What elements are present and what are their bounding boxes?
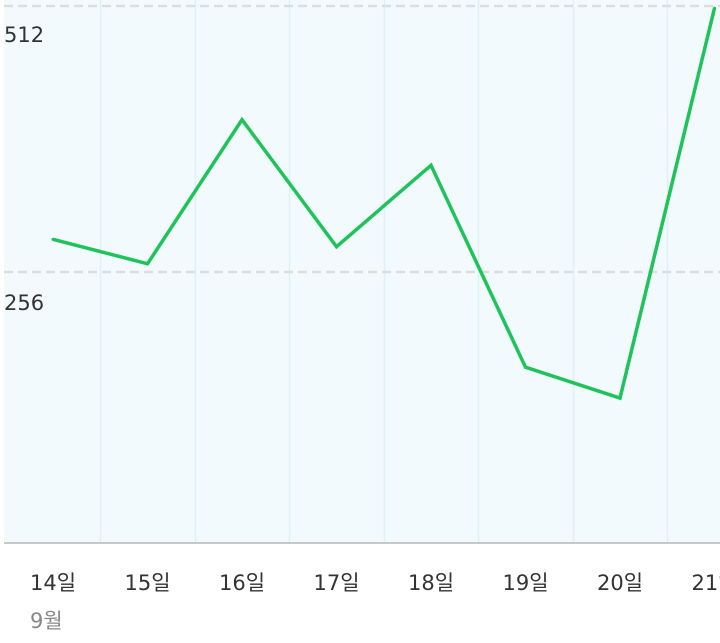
y-tick-label: 512	[4, 23, 44, 47]
data-point	[51, 237, 55, 241]
data-point	[618, 396, 622, 400]
x-axis-labels: 14일 15일 16일 17일 18일 19일 20일 21일	[30, 571, 720, 595]
data-point	[713, 6, 716, 10]
x-tick-label: 19일	[502, 571, 548, 595]
data-series	[51, 6, 717, 401]
horizontal-gridlines	[4, 4, 720, 274]
x-month-label: 9월	[30, 609, 63, 633]
y-tick-label: 256	[4, 291, 44, 315]
x-tick-label: 21일	[691, 571, 720, 595]
x-tick-label: 15일	[124, 571, 170, 595]
data-point	[146, 262, 149, 266]
x-tick-label: 16일	[219, 571, 265, 595]
x-tick-label: 20일	[597, 571, 643, 595]
x-tick-label: 14일	[30, 571, 76, 595]
data-point	[240, 118, 244, 122]
data-point	[429, 163, 433, 167]
data-point	[335, 245, 338, 249]
x-tick-label: 18일	[408, 571, 454, 595]
series-line	[52, 7, 717, 401]
x-tick-label: 17일	[313, 571, 359, 595]
y-axis-labels: 512 256	[4, 23, 44, 315]
data-point	[524, 365, 527, 369]
